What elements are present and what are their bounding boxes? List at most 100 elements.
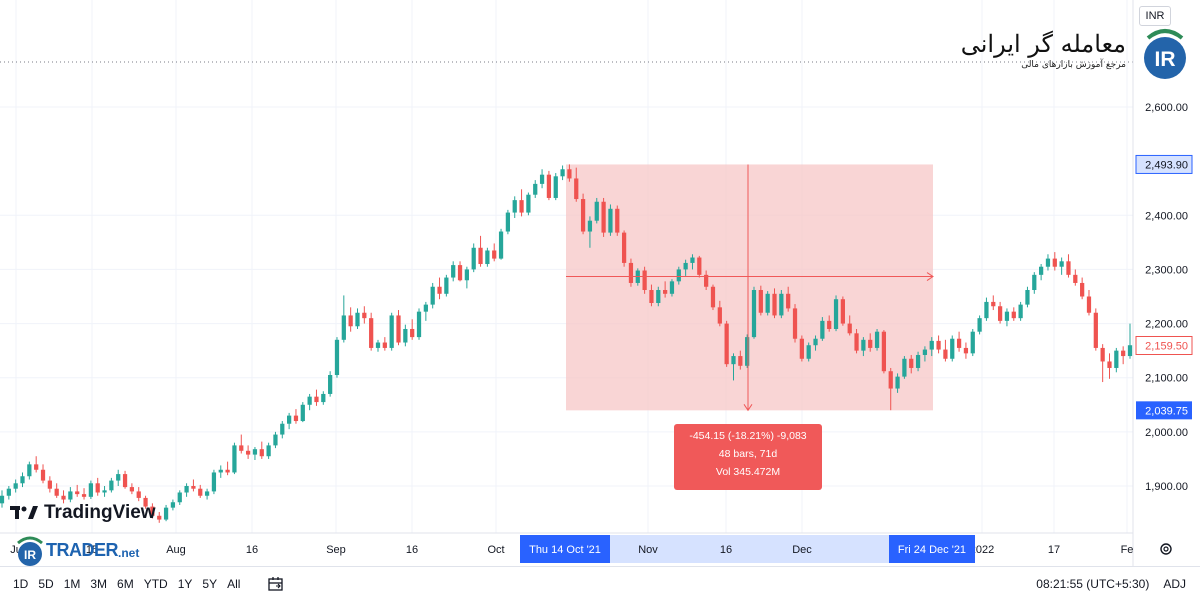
range-ytd[interactable]: YTD: [143, 577, 168, 591]
price-scale[interactable]: [1133, 0, 1200, 566]
candle: [970, 328, 975, 357]
candle-body: [642, 270, 647, 291]
candle: [95, 477, 100, 496]
candle-body: [423, 304, 428, 312]
last-price-label: 2,159.50: [1145, 340, 1188, 352]
candle: [690, 254, 695, 270]
currency-selector[interactable]: INR: [1139, 6, 1171, 26]
candle-body: [847, 323, 852, 334]
candle-body: [902, 358, 907, 377]
x-tick-label: Aug: [166, 544, 186, 556]
range-1d[interactable]: 1D: [13, 577, 29, 591]
candle: [649, 284, 654, 307]
candle: [1052, 252, 1057, 271]
range-5y[interactable]: 5Y: [202, 577, 218, 591]
x-tick-label: 16: [720, 544, 732, 556]
candle: [772, 288, 777, 319]
candle: [936, 335, 941, 354]
range-1y[interactable]: 1Y: [177, 577, 193, 591]
candle-body: [13, 483, 18, 489]
candle-body: [813, 338, 818, 346]
candle: [539, 169, 545, 189]
ir-badge-logo: IR: [1144, 29, 1186, 79]
clock-timezone[interactable]: 08:21:55 (UTC+5:30): [1036, 577, 1150, 591]
candle: [717, 300, 722, 327]
candle-body: [20, 476, 25, 484]
candle-body: [676, 269, 681, 282]
candle-body: [1066, 261, 1071, 275]
candle-body: [314, 396, 319, 403]
candle: [553, 173, 558, 201]
candle: [27, 461, 32, 480]
range-6m[interactable]: 6M: [117, 577, 134, 591]
candle: [861, 337, 866, 357]
candle-body: [936, 340, 941, 350]
candle: [833, 295, 839, 332]
candle-body: [27, 464, 32, 477]
candle: [485, 247, 490, 267]
range-3m[interactable]: 3M: [90, 577, 108, 591]
calendar-icon[interactable]: [267, 575, 285, 593]
candle-body: [225, 469, 230, 473]
candle-body: [273, 434, 278, 446]
candle-body: [300, 404, 305, 422]
range-1m[interactable]: 1M: [63, 577, 81, 591]
bottom-toolbar: 1D 5D 1M 3M 6M YTD 1Y 5Y All 08:21:55 (UTC+5:30)…: [0, 566, 1200, 601]
candle-body: [963, 347, 969, 354]
candle-body: [1039, 266, 1044, 275]
x-tick-label: Fe: [1121, 544, 1134, 556]
candle-body: [1025, 290, 1030, 305]
candle: [471, 243, 476, 273]
candle: [984, 297, 989, 321]
candle: [738, 350, 743, 370]
price-chart[interactable]: 2,600.00 2,400.00 2,300.00 2,200.00 2,100.00…: [0, 0, 1200, 566]
range-all[interactable]: All: [227, 577, 241, 591]
candle-body: [724, 323, 729, 365]
candle-body: [505, 212, 511, 232]
candle: [389, 312, 394, 351]
candle: [157, 511, 162, 523]
candle-body: [1032, 274, 1037, 291]
candle-body: [191, 486, 196, 489]
candle: [813, 335, 818, 351]
candle-body: [991, 301, 996, 307]
candle: [245, 445, 251, 459]
candle-body: [929, 340, 934, 350]
candle: [204, 488, 210, 500]
measure-start-date-bg: [520, 535, 610, 563]
irtrader-tld: .net: [118, 545, 140, 560]
x-tick-label: 2022: [970, 544, 994, 556]
time-axis-range-highlight: [566, 535, 933, 563]
candle: [20, 472, 25, 488]
candle: [1121, 346, 1126, 365]
candle: [909, 354, 914, 374]
range-5d[interactable]: 5D: [38, 577, 54, 591]
candle-body: [1100, 347, 1105, 362]
candle: [758, 285, 763, 316]
candle-body: [663, 290, 668, 294]
measure-end-date-bg: [889, 535, 975, 563]
candle-body: [915, 354, 921, 368]
candle-body: [136, 491, 141, 498]
candle-body: [909, 358, 914, 368]
candle-body: [854, 333, 859, 351]
range-buttons: 1D 5D 1M 3M 6M YTD 1Y 5Y All: [8, 577, 245, 591]
candle-body: [895, 376, 900, 389]
measure-arrowhead-right: [926, 272, 934, 281]
settings-gear-icon[interactable]: [1160, 543, 1172, 555]
candle-body: [321, 393, 326, 403]
candle: [731, 353, 736, 381]
candle-body: [840, 299, 845, 324]
measure-range-box[interactable]: [566, 164, 933, 411]
candle-body: [738, 356, 743, 366]
candle: [328, 371, 333, 397]
candle-body: [451, 265, 456, 278]
candle-body: [177, 492, 182, 503]
measure-bars: 48 bars, 71d: [718, 448, 778, 460]
adj-toggle[interactable]: ADJ: [1163, 577, 1186, 591]
candle: [211, 469, 217, 495]
measure-start-date: Thu 14 Oct '21: [529, 544, 601, 556]
candle-body: [150, 506, 155, 516]
candle: [669, 279, 675, 297]
candle: [997, 301, 1003, 324]
